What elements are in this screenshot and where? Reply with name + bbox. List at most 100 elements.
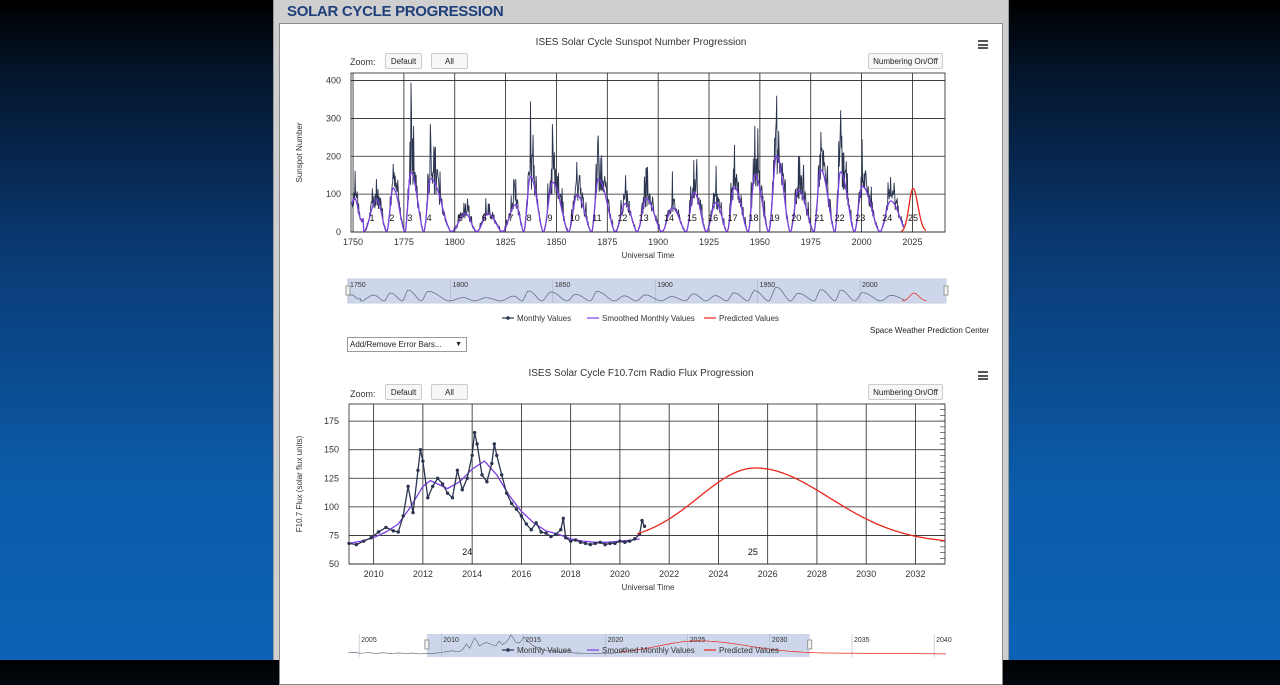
monthly-value-point	[492, 442, 497, 446]
radio-flux-chart: ISES Solar Cycle F10.7cm Radio Flux Prog…	[295, 368, 952, 657]
monthly-value-point	[475, 442, 479, 446]
x-tick-label: 2026	[758, 569, 778, 579]
x-tick-label: 2000	[852, 237, 872, 247]
monthly-value-point	[354, 542, 359, 547]
cycle-number-label: 24	[462, 547, 472, 557]
monthly-value-point	[573, 538, 578, 542]
monthly-value-point	[561, 516, 565, 520]
x-tick-label: 2014	[462, 569, 482, 579]
cycle-number-label: 4	[427, 213, 432, 223]
chart-menu-icon[interactable]	[978, 371, 988, 380]
zoom-label: Zoom:	[350, 57, 376, 67]
monthly-value-point	[465, 476, 469, 480]
predicted-values-line	[900, 187, 927, 232]
x-tick-label: 2012	[413, 569, 433, 579]
monthly-value-point	[539, 530, 543, 534]
cycle-number-label: 1	[370, 213, 375, 223]
monthly-value-point	[588, 542, 593, 547]
navigator-tick-label: 1950	[760, 282, 776, 289]
monthly-value-point	[411, 510, 415, 515]
monthly-value-point	[640, 518, 644, 523]
legend-item: Predicted Values	[719, 646, 779, 655]
navigator-tick-label: 2010	[443, 637, 459, 644]
cycle-number-label: 25	[908, 213, 918, 223]
x-tick-label: 2030	[856, 569, 876, 579]
monthly-value-point	[421, 459, 425, 463]
monthly-value-point	[384, 525, 388, 530]
navigator-tick-label: 2000	[862, 282, 878, 289]
monthly-value-point	[623, 540, 627, 544]
monthly-value-point	[416, 468, 420, 472]
monthly-value-point	[529, 528, 533, 532]
cycle-number-label: 15	[687, 213, 697, 223]
cycle-number-label: 21	[814, 213, 824, 223]
dropdown-arrow-icon: ▼	[455, 341, 462, 348]
zoom-default-button[interactable]: Default	[385, 53, 422, 69]
navigator-series-line	[348, 286, 905, 302]
zoom-default-button[interactable]: Default	[385, 384, 422, 400]
error-bars-select[interactable]: Add/Remove Error Bars... ▼	[347, 337, 467, 352]
content-panel: SOLAR CYCLE PROGRESSION Zoom: Default Al…	[273, 0, 1009, 685]
navigator-range[interactable]	[347, 278, 947, 304]
y-tick-label: 0	[336, 227, 341, 237]
x-tick-label: 2024	[708, 569, 728, 579]
monthly-value-point	[519, 514, 524, 518]
y-tick-label: 300	[326, 113, 341, 123]
monthly-value-point	[632, 537, 637, 541]
chart-menu-icon[interactable]	[978, 40, 988, 49]
cycle-number-label: 17	[728, 213, 738, 223]
navigator-handle-left[interactable]	[345, 285, 351, 296]
monthly-value-point	[495, 453, 499, 458]
monthly-value-point	[544, 531, 548, 535]
cycle-number-label: 22	[835, 213, 845, 223]
legend-item: Monthly Values	[517, 314, 571, 323]
y-tick-label: 50	[329, 559, 339, 569]
x-tick-label: 1900	[648, 237, 668, 247]
monthly-value-point	[369, 536, 373, 540]
numbering-toggle-button[interactable]: Numbering On/Off	[868, 53, 943, 69]
cycle-number-label: 12	[617, 213, 627, 223]
navigator-handle-left[interactable]	[424, 639, 430, 650]
cycle-number-label: 5	[458, 213, 463, 223]
legend-item: Monthly Values	[517, 646, 571, 655]
cycle-number-label: 13	[639, 213, 649, 223]
error-bars-label: Add/Remove Error Bars...	[350, 340, 442, 349]
monthly-value-point	[347, 541, 351, 546]
zoom-all-button[interactable]: All	[431, 384, 468, 400]
y-tick-label: 125	[324, 473, 339, 483]
monthly-value-point	[598, 540, 602, 544]
cycle-number-label: 9	[547, 213, 552, 223]
navigator-tick-label: 2030	[772, 637, 788, 644]
cycle-number-label: 8	[527, 213, 532, 223]
x-tick-label: 2028	[807, 569, 827, 579]
y-tick-label: 100	[324, 502, 339, 512]
monthly-value-point	[613, 541, 617, 546]
monthly-value-point	[426, 496, 430, 500]
x-tick-label: 2010	[364, 569, 384, 579]
monthly-value-point	[499, 473, 504, 477]
navigator-predicted-line	[619, 640, 947, 655]
y-tick-label: 200	[326, 151, 341, 161]
x-tick-label: 1950	[750, 237, 770, 247]
monthly-value-point	[485, 480, 489, 484]
x-axis-label: Universal Time	[622, 251, 675, 260]
monthly-value-point	[642, 524, 647, 528]
cycle-number-label: 16	[708, 213, 718, 223]
x-tick-label: 1775	[394, 237, 414, 247]
x-tick-label: 1800	[445, 237, 465, 247]
y-tick-label: 400	[326, 76, 341, 86]
cycle-number-label: 18	[748, 213, 758, 223]
monthly-value-point	[418, 448, 423, 452]
zoom-all-button[interactable]: All	[431, 53, 468, 69]
monthly-value-point	[406, 484, 410, 488]
navigator-tick-label: 1900	[657, 282, 673, 289]
x-tick-label: 2025	[902, 237, 922, 247]
credit-text: Space Weather Prediction Center	[870, 326, 990, 335]
x-tick-label: 1925	[699, 237, 719, 247]
numbering-toggle-button[interactable]: Numbering On/Off	[868, 384, 943, 400]
navigator-handle-right[interactable]	[943, 285, 949, 296]
monthly-value-point	[391, 529, 396, 533]
legend-item: Smoothed Monthly Values	[602, 314, 695, 323]
navigator-handle-right[interactable]	[807, 639, 813, 650]
cycle-number-label: 23	[855, 213, 865, 223]
